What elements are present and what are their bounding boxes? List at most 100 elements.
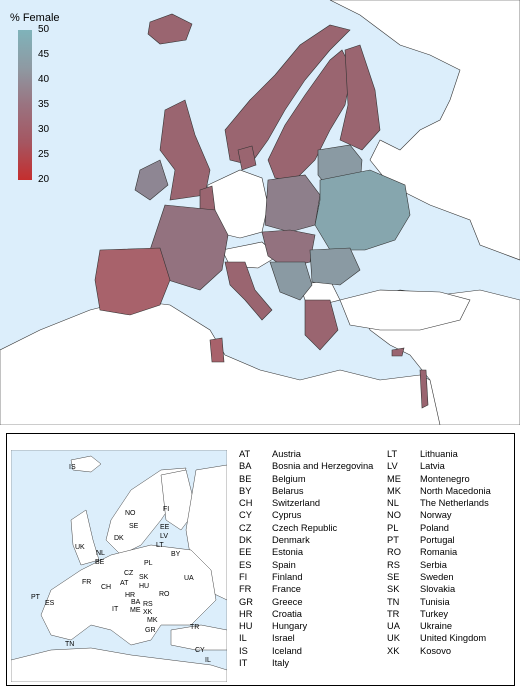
region-romania <box>309 247 361 286</box>
country-name: Italy <box>272 658 290 669</box>
inset-label: HU <box>139 583 150 590</box>
inset-label: IL <box>205 657 211 664</box>
inset-land-continent <box>40 544 217 646</box>
inset-label: LT <box>156 542 164 549</box>
key-row: TR Turkey <box>387 608 491 620</box>
key-row: BA Bosnia and Herzegovina <box>239 460 373 472</box>
country-name: Estonia <box>272 547 304 558</box>
inset-land-north <box>70 455 102 473</box>
country-code: RS <box>387 559 400 570</box>
key-row: ES Spain <box>239 559 373 571</box>
key-row: FR France <box>239 583 373 595</box>
country-code: IS <box>239 645 248 656</box>
inset-label: TR <box>190 624 200 631</box>
country-name: United Kingdom <box>420 633 487 644</box>
region-belarus-ukraine <box>314 169 411 251</box>
country-name: Kosovo <box>420 645 452 656</box>
inset-label: BY <box>171 551 181 558</box>
country-name: Croatia <box>272 608 302 619</box>
country-code: RO <box>387 547 401 558</box>
key-row: CH Switzerland <box>239 497 373 509</box>
inset-label: MK <box>147 617 158 624</box>
inset-label: PL <box>144 560 153 567</box>
inset-label: FI <box>163 506 170 513</box>
country-name: The Netherlands <box>420 498 489 509</box>
region-cyprus <box>391 347 405 357</box>
europe-choropleth-map <box>0 0 520 425</box>
key-row: UA Ukraine <box>387 620 491 632</box>
key-row: ME Montenegro <box>387 473 491 485</box>
inset-label: ME <box>130 607 141 614</box>
country-name: North Macedonia <box>420 485 491 496</box>
country-code: TN <box>387 596 400 607</box>
country-name: Portugal <box>420 535 455 546</box>
key-row: CZ Czech Republic <box>239 522 373 534</box>
country-name: Turkey <box>420 608 449 619</box>
region-western-balkans <box>269 261 313 301</box>
inset-label: UA <box>184 575 194 582</box>
country-name: Czech Republic <box>272 522 338 533</box>
key-row: AT Austria <box>239 448 373 460</box>
country-name: Finland <box>272 571 303 582</box>
region-spain-portugal <box>94 247 171 316</box>
country-code: NL <box>387 498 399 509</box>
inset-label: SK <box>139 574 149 581</box>
inset-label: SE <box>129 523 139 530</box>
country-code: LT <box>387 449 398 459</box>
country-name: Iceland <box>272 645 302 656</box>
country-name: Lithuania <box>420 449 458 459</box>
country-name: Belarus <box>272 485 304 496</box>
key-row: RO Romania <box>387 546 491 558</box>
country-code: IT <box>239 658 248 669</box>
inset-reference-map <box>11 450 227 682</box>
region-czech-slovakia-hungary <box>261 229 316 269</box>
key-row: LT Lithuania <box>387 448 491 460</box>
country-name: Greece <box>272 596 303 607</box>
country-name: Latvia <box>420 461 445 472</box>
key-row: IS Iceland <box>239 645 373 657</box>
country-key-panel: IS NO SE FI EE LV LT DK UK NL BE BY PL C… <box>6 433 515 686</box>
country-name: Austria <box>272 449 301 459</box>
key-row: CY Cyprus <box>239 509 373 521</box>
country-code: CY <box>239 510 252 521</box>
key-row: XK Kosovo <box>387 645 491 657</box>
inset-label: RO <box>159 591 170 598</box>
country-code: PL <box>387 522 399 533</box>
legend-tick: 40 <box>38 74 50 85</box>
country-code: HR <box>239 608 253 619</box>
key-row: HR Croatia <box>239 608 373 620</box>
key-row: BY Belarus <box>239 485 373 497</box>
region-turkey <box>339 289 471 331</box>
country-code: BA <box>239 461 252 472</box>
inset-label: LV <box>160 533 169 540</box>
legend-title: % Female <box>10 12 60 24</box>
country-code: UA <box>387 621 400 632</box>
inset-label: CZ <box>124 570 134 577</box>
key-row: FI Finland <box>239 571 373 583</box>
country-name: Slovakia <box>420 584 456 595</box>
key-row: UK United Kingdom <box>387 632 491 644</box>
country-code: LV <box>387 461 398 472</box>
inset-label: IT <box>112 606 119 613</box>
inset-land-uk <box>70 509 100 566</box>
inset-label: GR <box>145 627 156 634</box>
inset-label: UK <box>75 544 85 551</box>
region-poland <box>264 174 321 233</box>
country-name: Cyprus <box>272 510 302 521</box>
country-name: Serbia <box>420 559 447 570</box>
inset-label: HR <box>125 592 136 599</box>
key-row: IL Israel <box>239 632 373 644</box>
country-code: AT <box>239 449 251 459</box>
country-code: IL <box>239 633 247 644</box>
region-israel <box>419 369 429 409</box>
region-greece <box>304 299 339 351</box>
country-code: EE <box>239 547 252 558</box>
land-russia-east <box>329 0 520 261</box>
inset-label: EE <box>160 524 170 531</box>
country-code: PT <box>387 535 399 546</box>
legend-tick: 25 <box>38 149 50 160</box>
inset-label: PT <box>31 594 40 601</box>
country-code: SK <box>387 584 400 595</box>
key-column-2: LT Lithuania LV Latvia ME Montenegro MK Nort… <box>387 448 491 657</box>
region-norway <box>224 24 351 166</box>
